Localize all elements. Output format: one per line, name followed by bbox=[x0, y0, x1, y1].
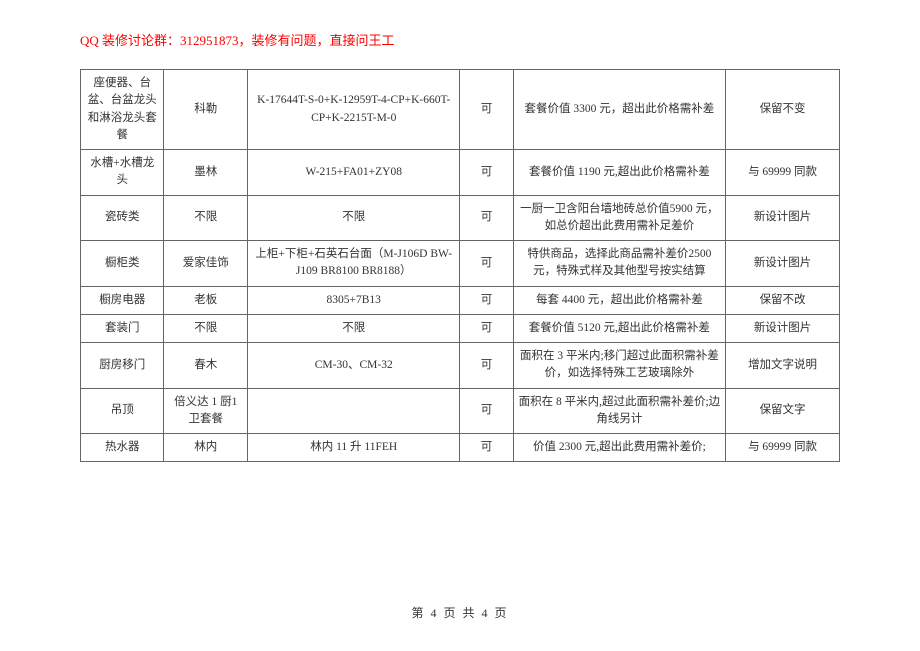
table-cell: 可 bbox=[460, 150, 513, 196]
table-cell: 保留不改 bbox=[726, 286, 840, 314]
table-cell: 爱家佳饰 bbox=[164, 241, 247, 287]
table-cell: 可 bbox=[460, 343, 513, 389]
table-cell: 热水器 bbox=[81, 434, 164, 462]
table-cell: 不限 bbox=[164, 314, 247, 342]
table-cell: 瓷砖类 bbox=[81, 195, 164, 241]
table-cell: 橱柜类 bbox=[81, 241, 164, 287]
table-cell: 新设计图片 bbox=[726, 195, 840, 241]
price-table: 座便器、台盆、台盆龙头和淋浴龙头套餐科勒K-17644T-S-0+K-12959… bbox=[80, 69, 840, 462]
table-cell: 套餐价值 5120 元,超出此价格需补差 bbox=[513, 314, 726, 342]
table-row: 吊顶倍义达 1 厨1 卫套餐 可面积在 8 平米内,超过此面积需补差价;边角线另计… bbox=[81, 388, 840, 434]
table-row: 座便器、台盆、台盆龙头和淋浴龙头套餐科勒K-17644T-S-0+K-12959… bbox=[81, 70, 840, 150]
table-row: 橱房电器老板8305+7B13可每套 4400 元，超出此价格需补差保留不改 bbox=[81, 286, 840, 314]
page-footer: 第 4 页 共 4 页 bbox=[0, 604, 920, 621]
table-cell: 水槽+水槽龙头 bbox=[81, 150, 164, 196]
table-cell: CM-30、CM-32 bbox=[247, 343, 460, 389]
table-cell: 面积在 8 平米内,超过此面积需补差价;边角线另计 bbox=[513, 388, 726, 434]
table-cell: 新设计图片 bbox=[726, 241, 840, 287]
table-cell: 保留不变 bbox=[726, 70, 840, 150]
table-cell: 墨林 bbox=[164, 150, 247, 196]
table-cell: 不限 bbox=[247, 314, 460, 342]
table-cell: 特供商品，选择此商品需补差价2500 元，特殊式样及其他型号按实结算 bbox=[513, 241, 726, 287]
table-cell: 可 bbox=[460, 286, 513, 314]
table-cell: 座便器、台盆、台盆龙头和淋浴龙头套餐 bbox=[81, 70, 164, 150]
table-cell: 不限 bbox=[164, 195, 247, 241]
table-cell: 保留文字 bbox=[726, 388, 840, 434]
header-text: QQ 装修讨论群：312951873，装修有问题，直接问王工 bbox=[0, 0, 920, 69]
table-cell: 春木 bbox=[164, 343, 247, 389]
table-cell: 林内 11 升 11FEH bbox=[247, 434, 460, 462]
table-cell: 与 69999 同款 bbox=[726, 434, 840, 462]
table-cell: 倍义达 1 厨1 卫套餐 bbox=[164, 388, 247, 434]
table-cell: 套餐价值 3300 元，超出此价格需补差 bbox=[513, 70, 726, 150]
table-row: 橱柜类爱家佳饰上柜+下柜+石英石台面（M-J106D BW-J109 BR810… bbox=[81, 241, 840, 287]
table-cell: 可 bbox=[460, 388, 513, 434]
table-row: 厨房移门春木CM-30、CM-32可面积在 3 平米内;移门超过此面积需补差价，… bbox=[81, 343, 840, 389]
table-cell: 增加文字说明 bbox=[726, 343, 840, 389]
table-cell: 面积在 3 平米内;移门超过此面积需补差价，如选择特殊工艺玻璃除外 bbox=[513, 343, 726, 389]
table-cell: 套装门 bbox=[81, 314, 164, 342]
table-cell: 可 bbox=[460, 241, 513, 287]
table-cell: 新设计图片 bbox=[726, 314, 840, 342]
table-cell: 上柜+下柜+石英石台面（M-J106D BW-J109 BR8100 BR818… bbox=[247, 241, 460, 287]
table-cell: 科勒 bbox=[164, 70, 247, 150]
table-cell: W-215+FA01+ZY08 bbox=[247, 150, 460, 196]
table-row: 瓷砖类不限不限可一厨一卫含阳台墙地砖总价值5900 元，如总价超出此费用需补足差… bbox=[81, 195, 840, 241]
table-cell: 每套 4400 元，超出此价格需补差 bbox=[513, 286, 726, 314]
table-row: 套装门不限不限可套餐价值 5120 元,超出此价格需补差新设计图片 bbox=[81, 314, 840, 342]
table-cell: 老板 bbox=[164, 286, 247, 314]
table-cell: 林内 bbox=[164, 434, 247, 462]
table-cell: 可 bbox=[460, 434, 513, 462]
table-cell: 厨房移门 bbox=[81, 343, 164, 389]
table-cell: 吊顶 bbox=[81, 388, 164, 434]
table-cell: K-17644T-S-0+K-12959T-4-CP+K-660T-CP+K-2… bbox=[247, 70, 460, 150]
table-cell: 橱房电器 bbox=[81, 286, 164, 314]
table-row: 水槽+水槽龙头墨林W-215+FA01+ZY08可套餐价值 1190 元,超出此… bbox=[81, 150, 840, 196]
table-cell: 套餐价值 1190 元,超出此价格需补差 bbox=[513, 150, 726, 196]
table-cell: 8305+7B13 bbox=[247, 286, 460, 314]
table-cell: 与 69999 同款 bbox=[726, 150, 840, 196]
table-cell: 价值 2300 元,超出此费用需补差价; bbox=[513, 434, 726, 462]
table-cell: 可 bbox=[460, 70, 513, 150]
table-cell: 可 bbox=[460, 195, 513, 241]
table-cell: 一厨一卫含阳台墙地砖总价值5900 元，如总价超出此费用需补足差价 bbox=[513, 195, 726, 241]
table-cell bbox=[247, 388, 460, 434]
table-cell: 可 bbox=[460, 314, 513, 342]
table-cell: 不限 bbox=[247, 195, 460, 241]
table-row: 热水器林内林内 11 升 11FEH可价值 2300 元,超出此费用需补差价;与… bbox=[81, 434, 840, 462]
